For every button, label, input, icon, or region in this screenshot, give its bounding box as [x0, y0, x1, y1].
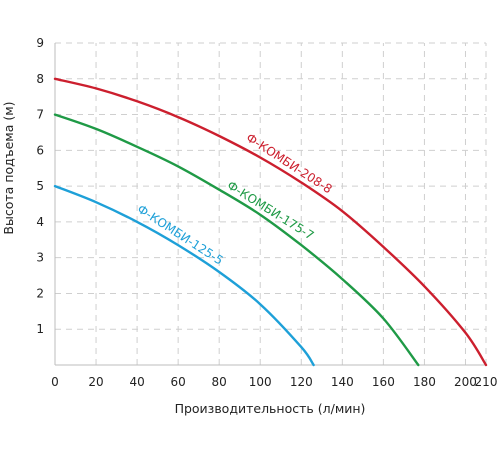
x-tick-label: 180	[413, 375, 436, 389]
x-tick-label: 160	[372, 375, 395, 389]
y-tick-label: 7	[36, 108, 44, 122]
x-tick-label: 100	[249, 375, 272, 389]
x-tick-label: 0	[51, 375, 59, 389]
x-tick-label: 80	[212, 375, 227, 389]
series-line-ф-комби-208-8	[53, 77, 488, 367]
x-tick-label: 120	[290, 375, 313, 389]
series-curves	[53, 77, 488, 367]
y-tick-label: 9	[36, 36, 44, 50]
x-tick-label: 210	[475, 375, 498, 389]
y-tick-label: 8	[36, 72, 44, 86]
series-line-ф-комби-125-5	[53, 184, 315, 367]
series-line-ф-комби-175-7	[53, 113, 420, 367]
y-tick-label: 6	[36, 143, 44, 157]
y-tick-label: 2	[36, 286, 44, 300]
y-tick-label: 3	[36, 251, 44, 265]
grid	[55, 42, 487, 365]
x-tick-label: 20	[88, 375, 103, 389]
x-tick-label: 40	[129, 375, 144, 389]
y-tick-label: 5	[36, 179, 44, 193]
series-label-ф-комби-175-7: Ф-КОМБИ-175-7	[225, 178, 317, 243]
y-axis-title: Высота подъема (м)	[1, 101, 16, 234]
x-tick-label: 60	[171, 375, 186, 389]
x-axis-title: Производительность (л/мин)	[175, 401, 366, 416]
y-tick-label: 4	[36, 215, 44, 229]
y-tick-label: 1	[36, 322, 44, 336]
x-tick-label: 140	[331, 375, 354, 389]
x-tick-label: 200	[454, 375, 477, 389]
